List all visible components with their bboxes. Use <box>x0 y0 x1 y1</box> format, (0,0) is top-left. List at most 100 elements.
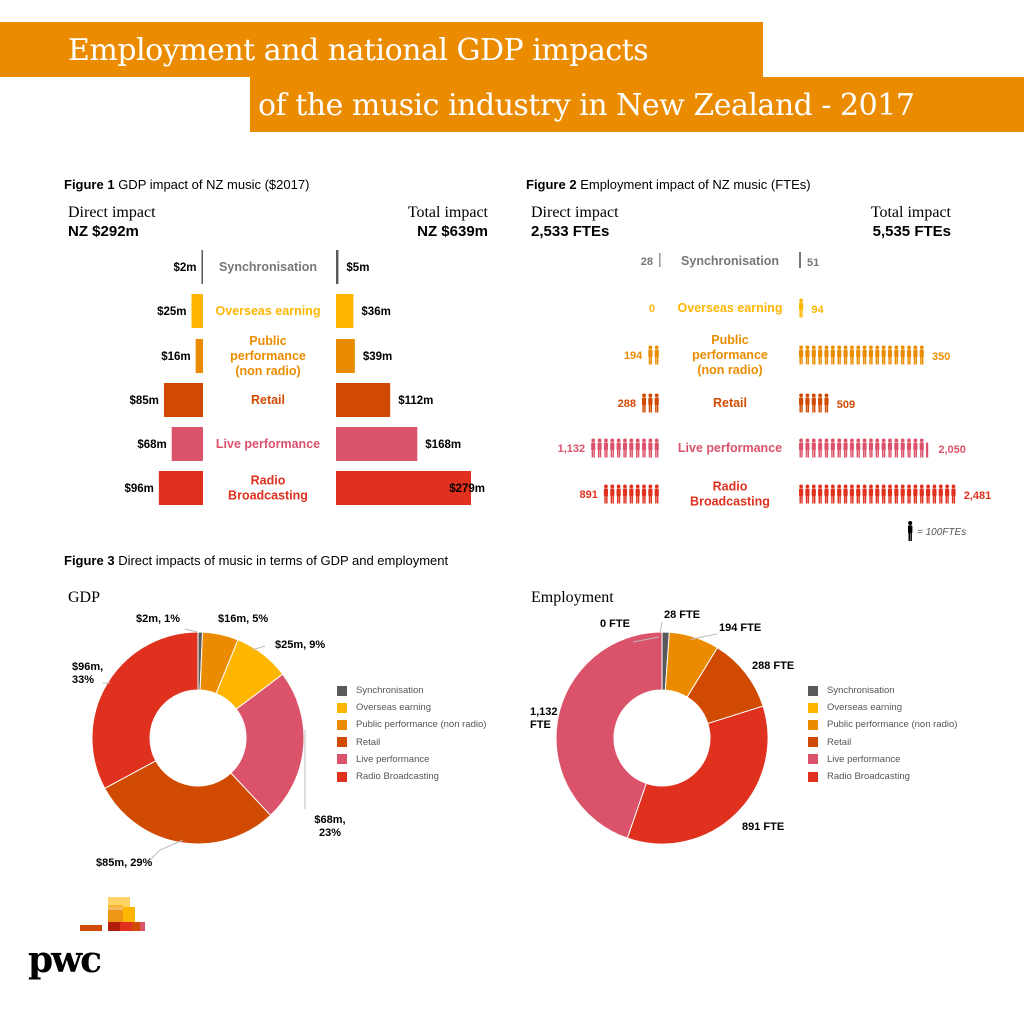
person-icon <box>811 393 816 413</box>
legend-item: Live performance <box>337 751 486 768</box>
person-icon <box>906 345 912 365</box>
total-value-label: $36m <box>361 306 390 318</box>
category-label: Broadcasting <box>690 495 770 509</box>
total-fte-label: 509 <box>837 399 855 411</box>
person-icon <box>603 438 609 458</box>
total-fte-label: 350 <box>932 351 950 363</box>
total-bar-0 <box>336 250 339 284</box>
person-icon <box>805 484 810 504</box>
direct-value-label: $16m <box>161 351 190 363</box>
category-label: Synchronisation <box>219 260 317 274</box>
person-icon <box>900 484 905 504</box>
person-icon <box>610 484 615 504</box>
employment-pie-title: Employment <box>531 589 614 606</box>
person-icon <box>799 438 804 458</box>
direct-value-label: $96m <box>124 483 153 495</box>
fig1-direct-label: Direct impact <box>68 204 156 221</box>
direct-bar-4 <box>171 427 203 461</box>
person-icon <box>648 393 653 413</box>
figure3-title: Figure 3 Direct impacts of music in term… <box>64 553 448 568</box>
leader-line <box>689 633 718 641</box>
total-fte-label: 94 <box>811 304 824 316</box>
person-icon <box>919 438 924 458</box>
person-icon <box>881 345 886 365</box>
category-label: performance <box>230 349 306 363</box>
person-icon <box>900 438 905 458</box>
person-icon <box>654 484 659 504</box>
legend-item: Overseas earning <box>337 699 486 716</box>
category-label: Overseas earning <box>678 301 783 315</box>
legend-label: Synchronisation <box>827 685 895 697</box>
slice-label: $16m, 5% <box>218 613 268 625</box>
total-value-label: $112m <box>398 395 433 407</box>
person-icon <box>919 345 924 365</box>
person-icon <box>648 345 653 365</box>
legend-item: Radio Broadcasting <box>808 768 957 785</box>
slice-label: $25m, 9% <box>275 639 325 651</box>
figure2-title: Figure 2 Employment impact of NZ music (… <box>526 177 811 192</box>
person-icon <box>881 438 886 458</box>
figure2-title-rest: Employment impact of NZ music (FTEs) <box>576 177 811 192</box>
legend-person-icon <box>908 521 913 541</box>
category-label: Public <box>249 334 287 348</box>
person-icon <box>799 393 804 413</box>
person-icon <box>894 484 899 504</box>
slice-radio-broadcasting <box>626 705 769 845</box>
person-icon <box>945 484 950 504</box>
fig2-direct-value: 2,533 FTEs <box>531 223 610 240</box>
total-value-label: $39m <box>363 351 392 363</box>
person-icon <box>887 438 893 458</box>
legend-item: Synchronisation <box>808 682 957 699</box>
title-banner-line1: Employment and national GDP impacts <box>0 22 763 77</box>
person-icon <box>913 345 918 365</box>
legend-label: Retail <box>356 736 381 748</box>
person-icon <box>799 484 804 504</box>
person-icon <box>805 345 810 365</box>
person-icon <box>837 345 842 365</box>
legend-label: Radio Broadcasting <box>356 771 439 783</box>
person-icon <box>913 484 918 504</box>
pwc-logo-mark <box>80 897 145 931</box>
person-icon <box>641 484 647 504</box>
total-bar-3 <box>336 383 391 417</box>
slice-label: 194 FTE <box>719 622 761 634</box>
legend-swatch <box>808 719 818 730</box>
person-icon <box>837 484 842 504</box>
person-icon <box>856 484 861 504</box>
total-fte-label: 51 <box>807 257 819 269</box>
legend-swatch <box>808 754 818 765</box>
person-icon <box>862 438 867 458</box>
slice-retail <box>104 760 272 845</box>
leader-line <box>184 628 198 633</box>
legend-label: Overseas earning <box>356 702 431 714</box>
person-icon <box>629 438 634 458</box>
total-bar-2 <box>336 339 355 373</box>
person-icon <box>837 438 842 458</box>
person-icon <box>641 393 647 413</box>
legend-item: Radio Broadcasting <box>337 768 486 785</box>
direct-fte-label: 194 <box>624 350 643 362</box>
category-label: performance <box>692 348 768 362</box>
person-icon <box>818 393 823 413</box>
legend-item: Overseas earning <box>808 699 957 716</box>
leader-line <box>149 839 184 861</box>
person-icon <box>881 484 886 504</box>
direct-bar-3 <box>163 383 203 417</box>
person-icon <box>629 484 634 504</box>
slice-live-performance <box>555 631 663 839</box>
legend-item: Live performance <box>808 751 957 768</box>
person-icon <box>648 438 653 458</box>
person-icon <box>818 438 823 458</box>
person-icon <box>610 438 615 458</box>
person-icon <box>824 484 829 504</box>
total-fte-label: 2,481 <box>964 490 992 502</box>
person-icon <box>926 484 931 504</box>
person-icon <box>824 438 829 458</box>
slice-label: $2m, 1% <box>136 613 180 625</box>
legend-label: Synchronisation <box>356 685 424 697</box>
figure1-title-bold: Figure 1 <box>64 177 115 192</box>
person-icon <box>799 298 804 318</box>
legend-swatch <box>808 685 818 696</box>
person-icon <box>635 438 640 458</box>
